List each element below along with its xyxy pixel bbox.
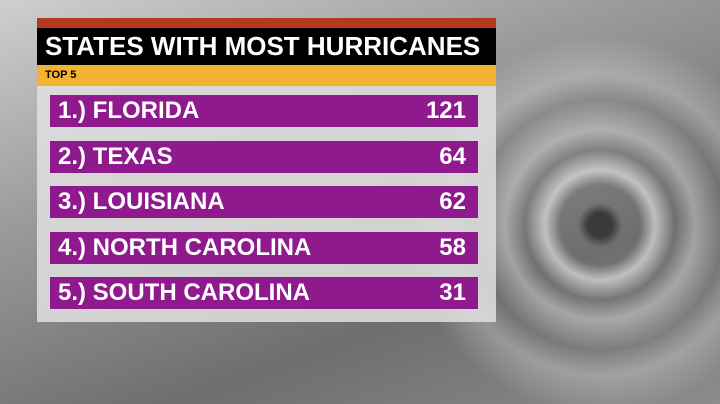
list-row: 4.) NORTH CAROLINA 58: [50, 231, 478, 264]
list-row: 3.) LOUISIANA 62: [50, 186, 478, 218]
list-row: 1.) FLORIDA 121: [50, 95, 478, 127]
list-row: 5.) SOUTH CAROLINA 31: [50, 277, 478, 309]
row-label: 3.) LOUISIANA: [58, 188, 225, 215]
row-label: 4.) NORTH CAROLINA: [58, 233, 312, 261]
row-value: 62: [439, 188, 466, 215]
row-value: 31: [439, 279, 466, 306]
title: STATES WITH MOST HURRICANES: [37, 28, 496, 65]
row-value: 58: [439, 233, 466, 261]
row-value: 121: [425, 97, 466, 124]
row-label: 1.) FLORIDA: [58, 97, 200, 124]
subtitle: TOP 5: [37, 65, 496, 86]
row-label: 2.) TEXAS: [58, 142, 173, 170]
accent-strip: [37, 18, 496, 28]
panel: STATES WITH MOST HURRICANES TOP 5 1.) FL…: [37, 18, 496, 322]
row-value: 64: [439, 142, 466, 170]
row-label: 5.) SOUTH CAROLINA: [58, 279, 310, 306]
list-row: 2.) TEXAS 64: [50, 140, 478, 173]
